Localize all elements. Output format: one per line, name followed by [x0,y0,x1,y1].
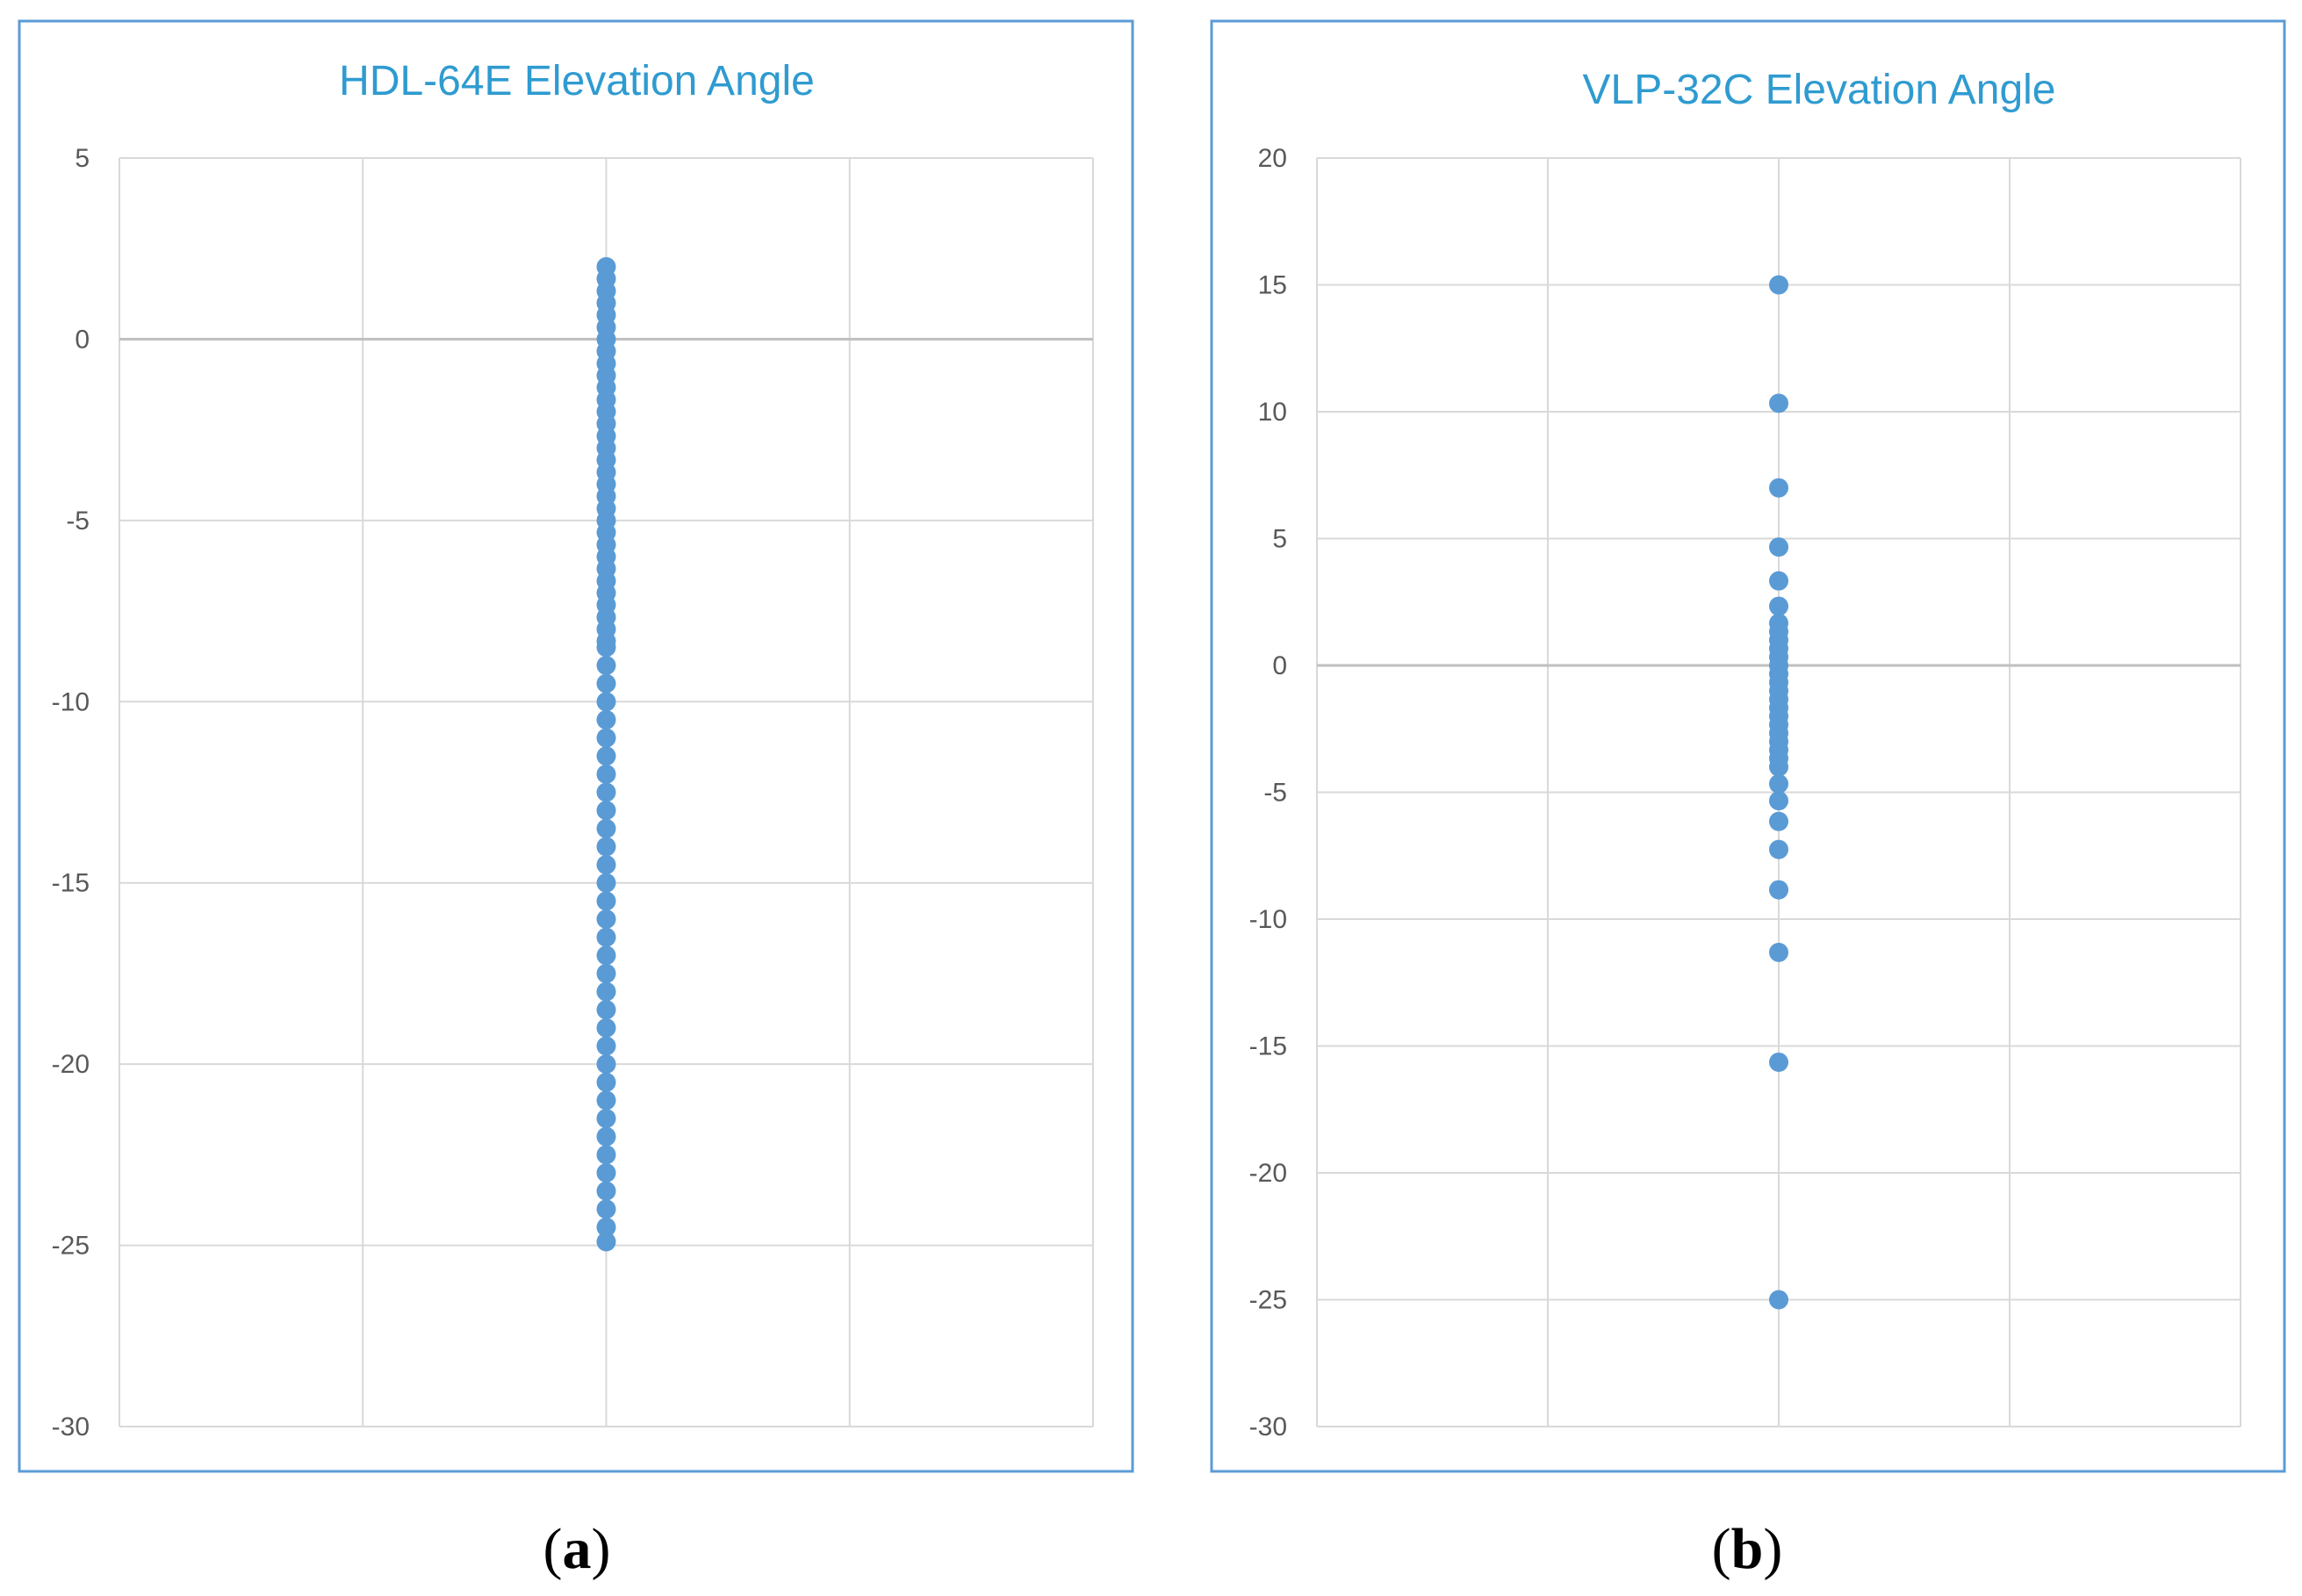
y-tick-label-b: 15 [1258,271,1287,300]
data-point-b [1769,811,1788,831]
chart-title-b: VLP-32C Elevation Angle [1582,67,2055,113]
data-point-a [596,1199,616,1219]
data-point-b [1769,1052,1788,1072]
chart-panel-b: VLP-32C Elevation Angle 20 15 10 5 0 -5 -10 -15… [1210,19,2286,1581]
y-tick-label-a: 5 [75,144,90,173]
chart-panel-a: HDL-64E Elevation Angle 5 0 -5 -10 -15 -20 -25… [18,19,1134,1581]
data-point-a [596,1145,616,1165]
y-tick-label-b: -5 [1263,779,1287,808]
data-point-a [596,873,616,893]
data-point-a [596,692,616,712]
data-point-a [596,746,616,766]
data-point-a [596,963,616,983]
y-tick-label-a: -30 [52,1413,90,1441]
data-point-b [1769,773,1788,794]
data-point-a [596,927,616,947]
data-point-a [596,1217,616,1237]
data-point-a [596,1036,616,1056]
data-point-a [596,1232,616,1252]
data-point-a [596,1017,616,1038]
data-point-a [596,801,616,821]
y-tick-label-a: -5 [66,507,90,536]
data-point-a [596,909,616,929]
chart-frame-a [18,19,1134,1473]
data-point-b [1769,275,1788,295]
data-point-a [596,782,616,802]
data-point-b [1769,537,1788,557]
data-point-a [596,1072,616,1092]
data-point-a [596,1054,616,1075]
y-tick-label-a: -10 [52,687,90,716]
data-point-b [1769,791,1788,811]
data-point-a [596,1126,616,1147]
chart-title-a: HDL-64E Elevation Angle [339,58,815,104]
y-tick-label-b: -15 [1249,1032,1287,1061]
y-tick-label-b: 20 [1258,144,1287,173]
y-tick-label-a: -25 [52,1232,90,1261]
caption-b: (b) [1712,1517,1783,1581]
data-point-b [1769,596,1788,616]
data-point-a [596,656,616,675]
data-point-a [596,728,616,748]
data-point-a [596,1181,616,1201]
data-point-a [596,1163,616,1183]
data-point-b [1769,757,1788,777]
y-axis-ticks-a: 5 0 -5 -10 -15 -20 -25 -30 [52,144,90,1441]
y-tick-label-b: 5 [1272,525,1287,554]
y-tick-label-b: 0 [1272,651,1287,680]
data-point-a [596,891,616,911]
y-tick-label-b: 10 [1258,398,1287,427]
data-point-a [596,1109,616,1129]
y-tick-label-b: -20 [1249,1159,1287,1188]
data-point-a [596,818,616,838]
data-point-b [1769,393,1788,413]
y-tick-label-b: -25 [1249,1286,1287,1315]
data-point-a [596,945,616,966]
data-point-a [596,673,616,694]
y-tick-label-a: 0 [75,325,90,354]
chart-frame-b [1210,19,2286,1473]
y-tick-label-b: -30 [1249,1413,1287,1441]
series-hdl-64e [596,256,616,1252]
data-point-a [596,764,616,784]
caption-a: (a) [543,1517,611,1581]
y-tick-label-a: -15 [52,869,90,898]
data-point-b [1769,839,1788,859]
data-point-a [596,637,616,658]
y-tick-label-a: -20 [52,1050,90,1079]
data-point-a [596,837,616,857]
data-point-b [1769,571,1788,591]
data-point-a [596,1000,616,1020]
series-vlp-32c [1769,275,1788,1310]
data-point-a [596,709,616,730]
data-point-b [1769,880,1788,900]
y-tick-label-b: -10 [1249,905,1287,934]
data-point-a [596,1090,616,1111]
data-point-b [1769,1290,1788,1310]
y-axis-ticks-b: 20 15 10 5 0 -5 -10 -15 -20 -25 -30 [1249,144,1287,1441]
data-point-b [1769,942,1788,962]
data-point-a [596,855,616,875]
data-point-a [596,981,616,1002]
data-point-b [1769,478,1788,498]
